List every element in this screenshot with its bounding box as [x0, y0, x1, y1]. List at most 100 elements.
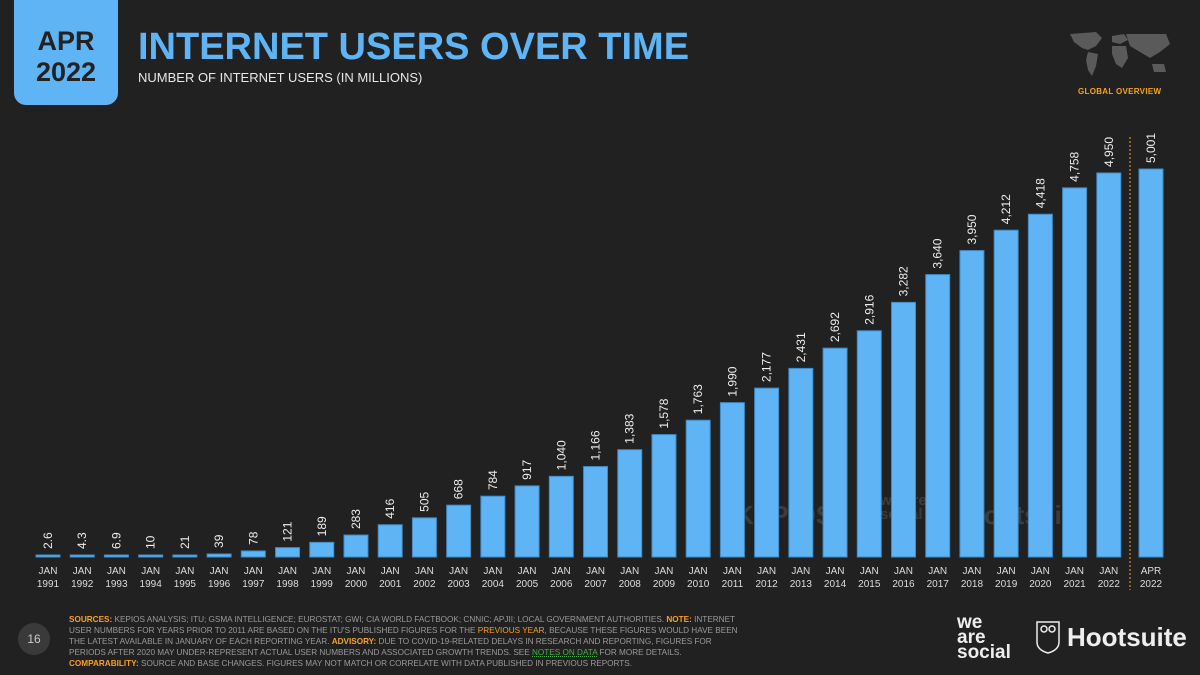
x-tick-label: 2013 — [790, 579, 813, 590]
data-label: 283 — [349, 509, 363, 529]
owl-icon — [1036, 621, 1060, 654]
bar — [548, 475, 574, 558]
hootsuite-logo: Hootsuite — [1035, 620, 1187, 654]
x-tick-label: 2002 — [413, 579, 436, 590]
bar — [1027, 213, 1053, 558]
data-label: 78 — [246, 531, 260, 545]
x-tick-label: 2016 — [892, 579, 915, 590]
x-tick-label: JAN — [278, 566, 297, 577]
x-tick-label: 2005 — [516, 579, 539, 590]
data-label: 416 — [383, 498, 397, 518]
x-tick-label: 1995 — [174, 579, 197, 590]
data-label: 4,212 — [999, 194, 1013, 224]
x-tick-label: 2000 — [345, 579, 368, 590]
x-tick-label: JAN — [860, 566, 879, 577]
data-label: 5,001 — [1144, 133, 1158, 163]
bar — [138, 554, 164, 558]
bar — [617, 449, 643, 558]
data-label: 3,282 — [897, 266, 911, 296]
data-label: 917 — [520, 460, 534, 480]
x-tick-label: JAN — [244, 566, 263, 577]
bar — [651, 434, 677, 558]
x-tick-label: JAN — [894, 566, 913, 577]
x-tick-label: 2006 — [550, 579, 573, 590]
x-tick-label: 2003 — [448, 579, 471, 590]
bar — [446, 504, 472, 558]
bar — [685, 419, 711, 558]
logo-word: we — [957, 612, 983, 633]
x-tick-label: JAN — [620, 566, 639, 577]
bar — [1062, 187, 1088, 558]
bar — [514, 485, 540, 558]
bar — [411, 517, 437, 558]
advisory-label: ADVISORY: — [331, 637, 377, 646]
bar — [206, 553, 232, 558]
x-tick-label: 2008 — [619, 579, 642, 590]
x-tick-label: JAN — [826, 566, 845, 577]
x-tick-label: 2010 — [687, 579, 710, 590]
data-label: 3,950 — [965, 214, 979, 244]
x-tick-label: JAN — [107, 566, 126, 577]
x-tick-label: 2004 — [482, 579, 505, 590]
bar — [172, 554, 198, 558]
data-label: 4.3 — [75, 532, 89, 549]
data-label: 2,431 — [794, 332, 808, 362]
date-month: APR — [37, 25, 95, 56]
bar — [1096, 172, 1122, 558]
x-tick-label: JAN — [1099, 566, 1118, 577]
x-tick-label: JAN — [723, 566, 742, 577]
x-tick-label: 2022 — [1098, 579, 1121, 590]
data-label: 2.6 — [41, 532, 55, 549]
bar — [240, 550, 266, 558]
note-label: NOTE: — [666, 615, 692, 624]
x-tick-label: JAN — [210, 566, 229, 577]
data-label: 39 — [212, 534, 226, 548]
watermark-kepios: KEPIOS — [735, 500, 834, 530]
x-tick-label: JAN — [39, 566, 58, 577]
x-tick-label: 2011 — [722, 579, 744, 590]
bar-chart: 2.6 JAN 1991 4.3 JAN 1992 6.9 JAN 1993 10 JAN 1994 2… — [35, 133, 1164, 590]
x-tick-label: 2007 — [584, 579, 607, 590]
x-tick-label: 1998 — [276, 579, 299, 590]
notes-on-data-link[interactable]: NOTES ON DATA — [532, 648, 598, 657]
x-tick-label: JAN — [1065, 566, 1084, 577]
x-tick-label: 2001 — [379, 579, 402, 590]
data-label: 1,763 — [691, 384, 705, 414]
data-label: 1,990 — [725, 366, 739, 396]
x-tick-label: 2020 — [1029, 579, 1052, 590]
x-tick-label: JAN — [347, 566, 366, 577]
x-tick-label: JAN — [791, 566, 810, 577]
x-tick-label: 2012 — [755, 579, 778, 590]
x-tick-label: JAN — [1031, 566, 1050, 577]
data-label: 668 — [452, 479, 466, 499]
sources-label: SOURCES: — [69, 615, 113, 624]
previous-year-text: PREVIOUS YEAR — [477, 626, 545, 635]
data-label: 2,177 — [760, 352, 774, 382]
sources-text: KEPIOS ANALYSIS; ITU; GSMA INTELLIGENCE;… — [112, 615, 667, 624]
data-label: 784 — [486, 470, 500, 490]
x-tick-label: JAN — [962, 566, 981, 577]
x-tick-label: JAN — [757, 566, 776, 577]
data-label: 1,166 — [589, 430, 603, 460]
bar — [719, 402, 745, 558]
x-tick-label: JAN — [415, 566, 434, 577]
x-tick-label: JAN — [483, 566, 502, 577]
advisory-text: DUE TO COVID-19-RELATED DELAYS IN RESEAR… — [69, 637, 712, 657]
data-label: 1,040 — [554, 440, 568, 470]
comparability-text: SOURCE AND BASE CHANGES. FIGURES MAY NOT… — [138, 659, 633, 668]
data-label: 6.9 — [109, 532, 123, 549]
bar — [103, 554, 129, 558]
page-number: 16 — [18, 623, 50, 655]
bar — [377, 524, 403, 558]
x-tick-label: 2015 — [858, 579, 881, 590]
world-map-icon — [1070, 32, 1170, 76]
advisory-text-2: FOR MORE DETAILS. — [597, 648, 682, 657]
x-tick-label: JAN — [997, 566, 1016, 577]
data-label: 2,692 — [828, 312, 842, 342]
x-tick-label: JAN — [312, 566, 331, 577]
data-label: 10 — [144, 535, 158, 549]
x-tick-label: 1993 — [105, 579, 128, 590]
x-tick-label: 1992 — [71, 579, 94, 590]
x-tick-label: JAN — [175, 566, 194, 577]
x-tick-label: JAN — [552, 566, 571, 577]
